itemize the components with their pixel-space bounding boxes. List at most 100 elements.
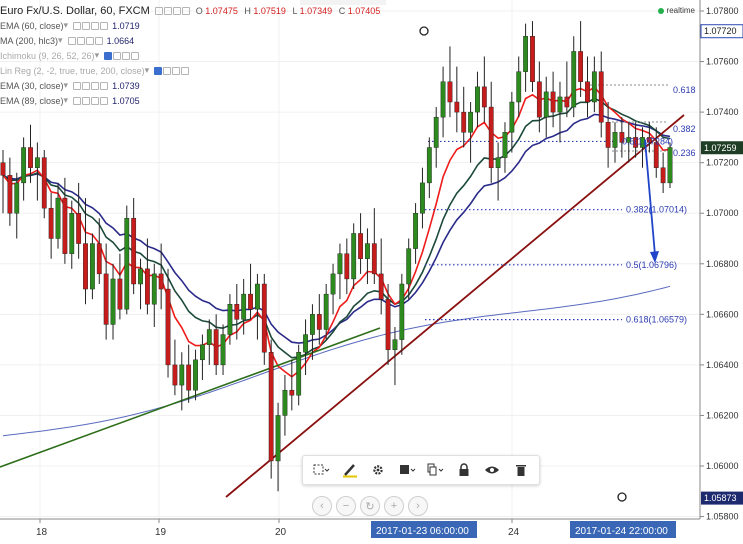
trash-icon[interactable]	[510, 459, 532, 481]
drawing-toolbar	[302, 455, 540, 485]
chevron-down-icon[interactable]: ▾	[58, 35, 63, 45]
eye-icon[interactable]	[481, 459, 503, 481]
indicator-controls[interactable]	[73, 81, 109, 90]
copy-icon[interactable]	[424, 459, 446, 481]
candle-bullish	[255, 283, 260, 310]
indicator-row[interactable]: MA (200, hlc3) ▾ 1.0664	[0, 33, 384, 48]
chevron-down-icon[interactable]: ▾	[144, 65, 150, 75]
indicator-list: EMA (60, close) ▾ 1.0719 MA (200, hlc3) ▾ 1…	[0, 18, 384, 108]
indicator-row[interactable]: EMA (89, close) ▾ 1.0705	[0, 93, 384, 108]
candle-bullish	[282, 389, 288, 416]
candle-bullish	[351, 233, 357, 280]
layers-icon[interactable]	[396, 459, 418, 481]
arrow-head-icon	[650, 251, 659, 263]
current-price-badge-label: 1.07259	[704, 143, 737, 153]
candle-bullish	[124, 218, 130, 310]
tooltip-stub	[300, 0, 386, 5]
indicator-controls[interactable]	[67, 36, 103, 45]
indicator-row[interactable]: EMA (60, close) ▾ 1.0719	[0, 18, 384, 33]
chevron-down-icon[interactable]: ▾	[63, 20, 69, 30]
chevron-down-icon[interactable]: ▾	[94, 50, 100, 60]
candle-bullish	[468, 111, 473, 133]
indicator-controls[interactable]	[104, 51, 140, 60]
fib-label: 0.618(1.06579)	[626, 315, 687, 325]
candle-bullish	[426, 147, 432, 184]
time-tick-label: 18	[36, 527, 48, 538]
high-price-badge-label: 1.07720	[704, 26, 737, 36]
candle-bearish	[41, 157, 47, 209]
indicator-value: 1.0719	[112, 20, 140, 31]
candle-bullish	[626, 137, 632, 143]
current-price-badge	[701, 141, 743, 155]
candle-bullish	[406, 248, 412, 285]
status-dot-icon	[657, 7, 664, 14]
candle-bearish	[186, 364, 192, 391]
candle-bullish	[516, 71, 522, 103]
time-tick-label: 24	[508, 527, 520, 538]
candle-bearish	[48, 207, 54, 239]
zoom-out-icon[interactable]: −	[336, 496, 356, 516]
lock-icon[interactable]	[453, 459, 475, 481]
candle-bullish	[89, 243, 95, 290]
crosshair-time-label: 2017-01-23 06:00:00	[376, 526, 469, 537]
chevron-down-icon[interactable]: ▾	[63, 80, 69, 90]
candle-bearish	[633, 137, 639, 148]
candle-bullish	[310, 314, 315, 335]
price-tick-label: 1.06200	[706, 410, 739, 420]
zoom-in-icon[interactable]: +	[384, 496, 404, 516]
candle-bearish	[585, 81, 590, 103]
indicator-row[interactable]: EMA (30, close) ▾ 1.0739	[0, 78, 384, 93]
candle-bearish	[268, 352, 274, 462]
candle-bullish	[413, 213, 418, 249]
fibonacci-levels	[425, 84, 668, 321]
candle-bullish	[220, 334, 226, 366]
indicator-value: 1.0739	[112, 80, 140, 91]
moving-averages	[2, 86, 671, 437]
scroll-right-icon[interactable]: ›	[408, 496, 428, 516]
indicator-controls[interactable]	[73, 96, 109, 105]
candle-bearish	[358, 233, 363, 259]
ma200-line	[2, 285, 671, 437]
candle-bearish	[213, 329, 219, 366]
candle-bullish	[502, 132, 508, 158]
candle-bearish	[605, 122, 611, 148]
candle-bullish	[433, 116, 439, 148]
high-price-badge	[701, 24, 743, 38]
realtime-indicator: realtime	[657, 6, 695, 15]
scroll-left-icon[interactable]: ‹	[312, 496, 332, 516]
price-tick-label: 1.07800	[706, 6, 739, 16]
candle-bullish	[509, 101, 515, 133]
candle-bullish	[495, 157, 501, 168]
ema89-line	[2, 113, 671, 344]
chevron-down-icon[interactable]: ▾	[63, 95, 69, 105]
symbol-controls[interactable]	[154, 6, 190, 15]
candle-bullish	[365, 243, 370, 259]
candle-bearish	[261, 283, 267, 353]
trendlines	[0, 114, 685, 498]
indicator-controls[interactable]	[73, 21, 109, 30]
symbol-title: Euro Fx/U.S. Dollar, 60, FXCM	[0, 4, 150, 17]
price-tick-label: 1.06600	[706, 309, 739, 319]
candle-bullish	[543, 91, 549, 118]
brush-icon[interactable]	[339, 459, 361, 481]
indicator-row[interactable]: Lin Reg (2, -2, true, true, 200, close) …	[0, 63, 384, 78]
symbol-row[interactable]: Euro Fx/U.S. Dollar, 60, FXCM O 1.07475 …	[0, 3, 384, 18]
candle-bearish	[103, 273, 109, 325]
candle-bullish	[303, 334, 308, 353]
candle-bullish	[323, 293, 329, 330]
select-rectangle-icon[interactable]	[310, 459, 332, 481]
indicator-value: 1.0664	[106, 35, 135, 46]
candle-bearish	[96, 243, 102, 275]
gear-icon[interactable]	[367, 459, 389, 481]
candle-bullish	[557, 96, 563, 113]
open-value: 1.07475	[205, 5, 238, 16]
candle-bearish	[646, 137, 652, 143]
indicator-row[interactable]: Ichimoku (9, 26, 52, 26) ▾	[0, 48, 384, 63]
circle-marker-icon	[617, 492, 627, 502]
fib-label: 0.382	[673, 124, 696, 134]
indicator-controls[interactable]	[154, 66, 190, 75]
reset-icon[interactable]: ↻	[360, 496, 380, 516]
fib-label: 0.5(1.06796)	[626, 260, 677, 270]
fib-label: 0.5(1.07284)	[622, 136, 673, 146]
